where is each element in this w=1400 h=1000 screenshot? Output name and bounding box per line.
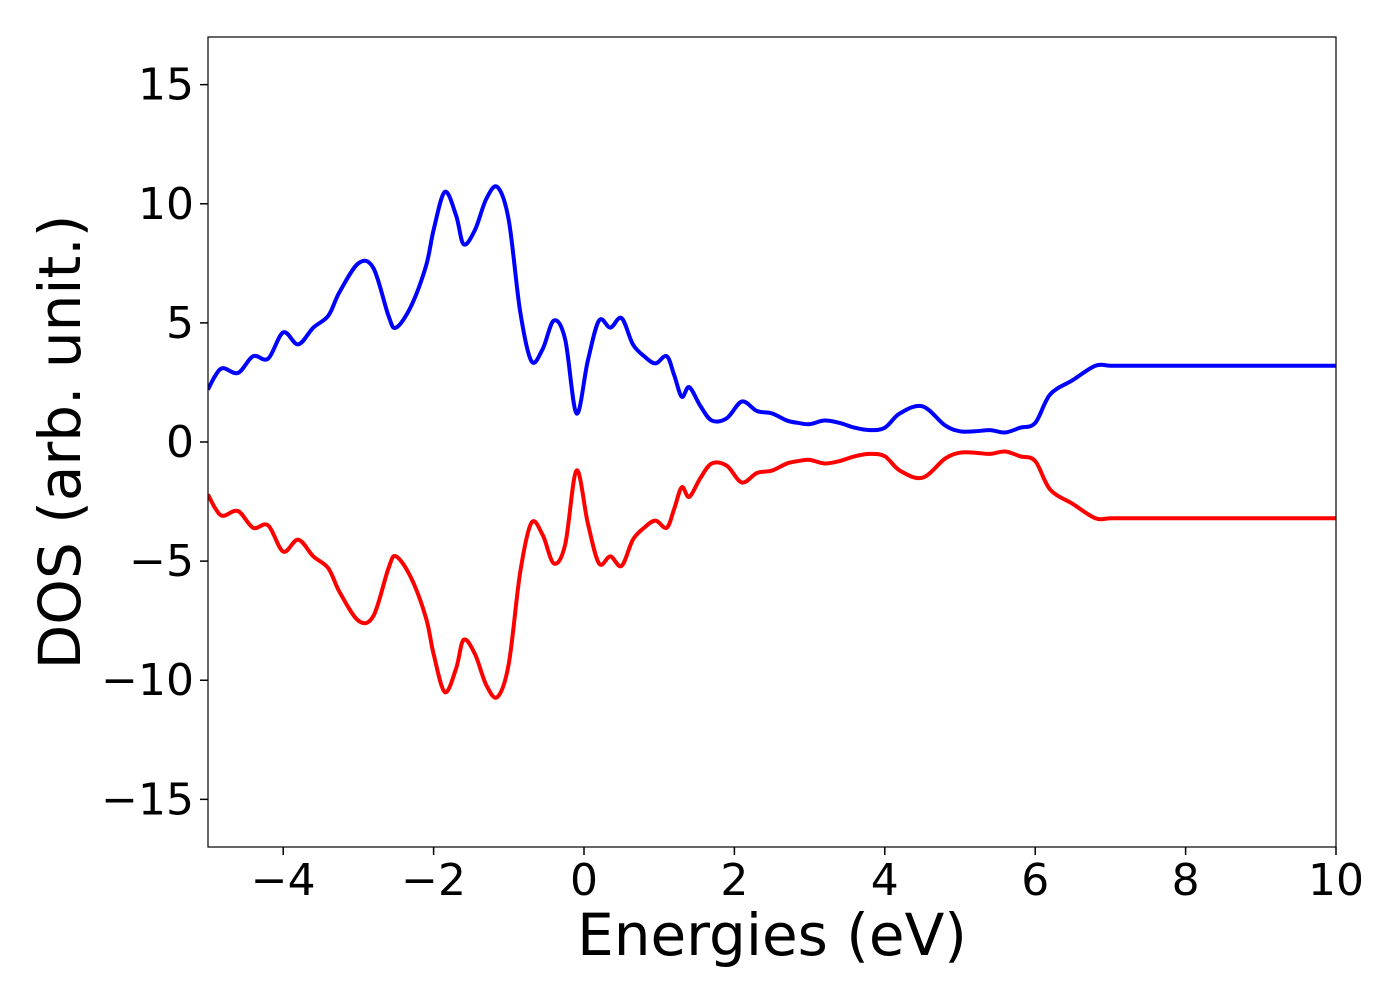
y-tick-label: −10: [101, 655, 194, 706]
plot-frame: [207, 36, 1337, 848]
y-axis-ticks: −15 −10 −5 0 5 10 15: [101, 60, 208, 825]
y-axis-label: DOS (arb. unit.): [26, 215, 94, 670]
x-axis-label: Energies (eV): [577, 901, 967, 969]
x-tick-label: 10: [1308, 855, 1364, 906]
y-tick-label: 10: [138, 179, 194, 230]
x-tick-label: 6: [1021, 855, 1049, 906]
x-tick-label: −2: [401, 855, 466, 906]
x-axis-ticks: −4 −2 0 2 4 6 8 10: [251, 847, 1364, 906]
y-tick-label: −5: [129, 536, 194, 587]
x-tick-label: 8: [1172, 855, 1200, 906]
y-tick-label: 15: [138, 60, 194, 111]
x-tick-label: 0: [570, 855, 598, 906]
y-tick-label: 0: [166, 417, 194, 468]
y-tick-label: −15: [101, 774, 194, 825]
series-layer: [208, 184, 1336, 700]
x-tick-label: 2: [720, 855, 748, 906]
dos-series-line-positive: [208, 184, 1336, 435]
x-tick-label: 4: [871, 855, 899, 906]
y-tick-label: 5: [166, 298, 194, 349]
x-tick-label: −4: [251, 855, 316, 906]
dos-series-line-negative: [208, 449, 1336, 700]
